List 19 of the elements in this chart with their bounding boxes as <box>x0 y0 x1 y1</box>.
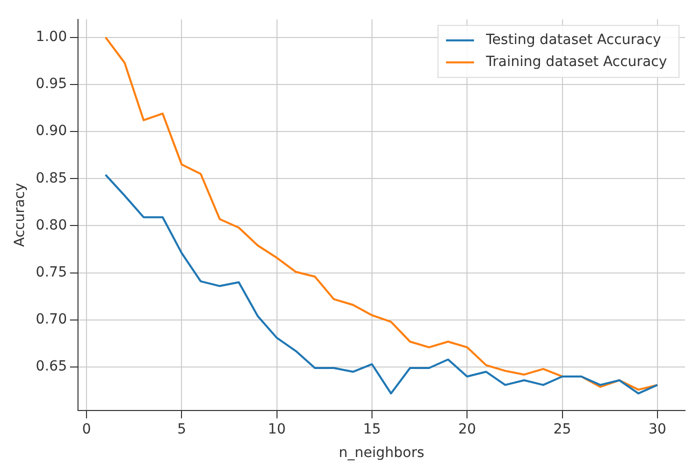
x-tick-label: 0 <box>82 421 91 438</box>
y-tick-label: 0.70 <box>36 312 67 328</box>
x-tick-label: 20 <box>458 421 476 438</box>
y-tick-label: 1.00 <box>36 28 67 45</box>
x-axis-title: n_neighbors <box>338 445 424 462</box>
y-tick-label: 0.65 <box>36 358 67 375</box>
x-tick-label: 30 <box>648 421 666 438</box>
x-tick-label: 15 <box>363 421 381 438</box>
x-tick-label: 5 <box>177 421 186 438</box>
y-tick-label: 0.80 <box>36 217 67 234</box>
y-tick-label: 0.95 <box>36 76 67 92</box>
y-tick-label: 0.75 <box>36 264 67 280</box>
x-tick-label: 10 <box>268 421 286 438</box>
y-axis-title: Accuracy <box>12 182 28 247</box>
y-tick-label: 0.85 <box>36 170 67 186</box>
y-tick-label: 0.90 <box>36 123 67 140</box>
x-tick-label: 25 <box>553 421 572 438</box>
legend-label: Testing dataset Accuracy <box>485 32 661 48</box>
legend-label: Training dataset Accuracy <box>485 54 668 70</box>
